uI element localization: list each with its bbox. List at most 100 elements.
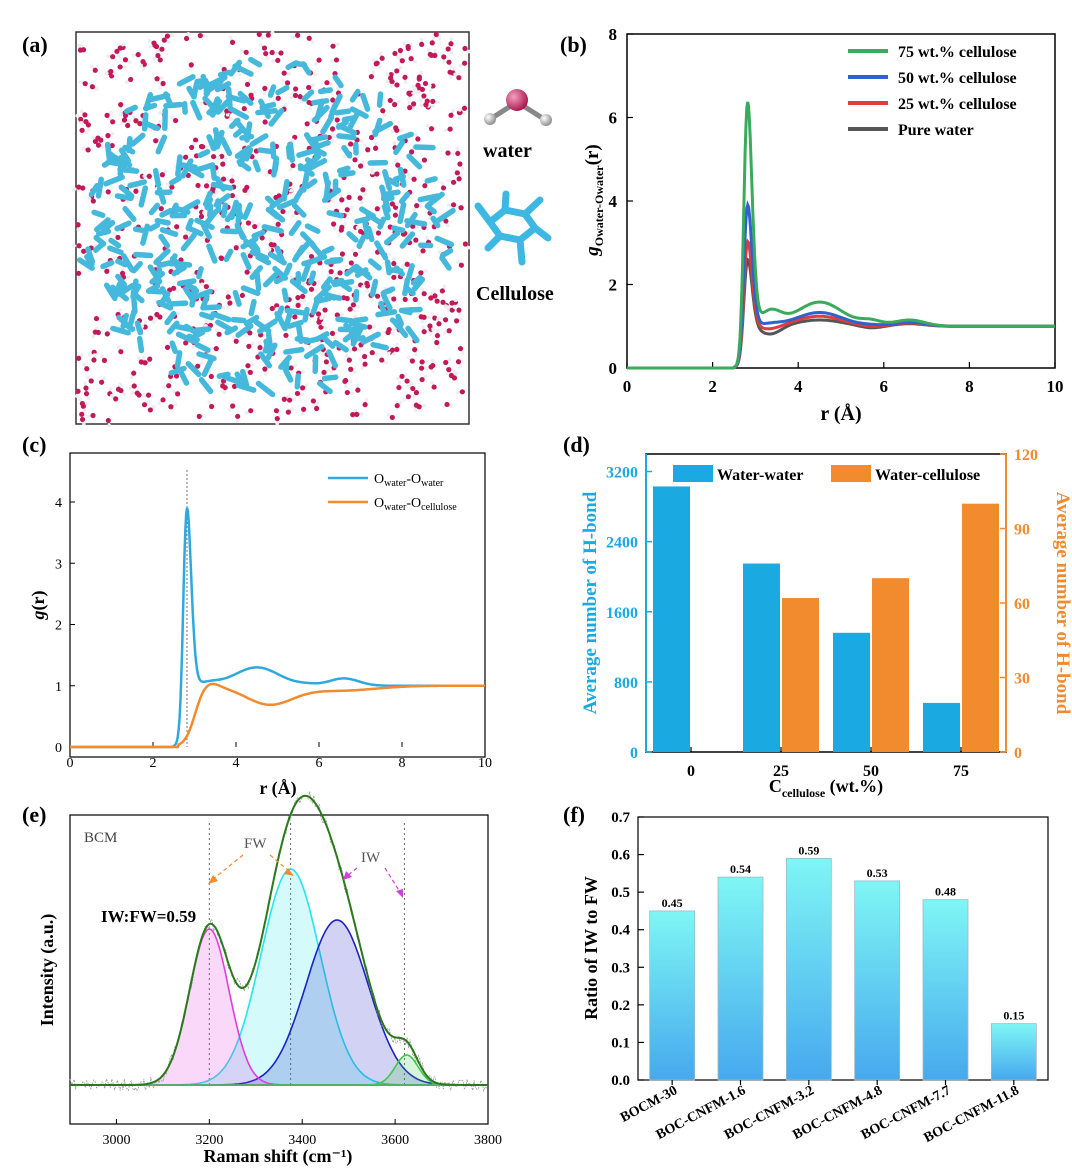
water-hydrogen bbox=[359, 200, 364, 205]
bar-water-water-0 bbox=[653, 486, 690, 752]
water-oxygen bbox=[273, 408, 280, 414]
y-axis-label-b: gOwater-Owater(r) bbox=[582, 144, 606, 256]
simulation-snapshot bbox=[72, 30, 471, 428]
water-oxygen bbox=[348, 366, 354, 372]
water-hydrogen bbox=[392, 352, 397, 356]
water-oxygen bbox=[427, 51, 433, 58]
y-tick-label-left-d: 1600 bbox=[606, 605, 638, 622]
water-hydrogen bbox=[226, 305, 230, 310]
cellulose-segment bbox=[293, 185, 306, 202]
cellulose-segment bbox=[353, 288, 360, 303]
water-oxygen bbox=[394, 346, 400, 353]
panel-c: (c) 0 2 4 6 8 10 0 1 2 3 4 Owater-Owater Owater-Oc… bbox=[22, 432, 492, 799]
water-hydrogen bbox=[428, 84, 432, 88]
water-hydrogen bbox=[363, 143, 367, 148]
water-oxygen bbox=[278, 50, 284, 56]
water-hydrogen bbox=[76, 227, 81, 232]
water-oxygen bbox=[462, 45, 468, 52]
cellulose-segment bbox=[147, 222, 161, 232]
y-tick-label-b: 6 bbox=[609, 109, 618, 128]
water-hydrogen bbox=[327, 363, 332, 368]
cellulose-segment bbox=[410, 274, 423, 286]
cellulose-segment bbox=[354, 267, 369, 278]
water-oxygen bbox=[329, 330, 336, 336]
cellulose-segment bbox=[317, 87, 333, 95]
water-oxygen bbox=[140, 58, 146, 65]
water-oxygen bbox=[440, 185, 447, 191]
water-hydrogen bbox=[231, 174, 235, 178]
water-oxygen bbox=[432, 315, 438, 321]
water-oxygen bbox=[358, 228, 364, 235]
water-hydrogen bbox=[264, 173, 269, 177]
water-hydrogen bbox=[281, 78, 286, 83]
water-hydrogen bbox=[467, 245, 471, 250]
water-oxygen bbox=[281, 396, 287, 402]
water-hydrogen bbox=[319, 316, 324, 321]
cellulose-segment bbox=[397, 201, 407, 225]
water-hydrogen bbox=[353, 314, 357, 319]
water-oxygen bbox=[414, 203, 420, 209]
water-hydrogen bbox=[454, 298, 458, 302]
cellulose-segment bbox=[230, 316, 247, 324]
water-hydrogen bbox=[322, 314, 327, 319]
water-hydrogen bbox=[349, 297, 354, 302]
water-hydrogen bbox=[359, 412, 364, 416]
water-hydrogen bbox=[158, 111, 162, 115]
water-oxygen bbox=[373, 61, 379, 67]
water-hydrogen bbox=[244, 410, 248, 415]
cellulose-segment bbox=[223, 248, 234, 263]
cellulose-segment bbox=[384, 259, 392, 276]
water-oxygen bbox=[110, 54, 116, 60]
water-hydrogen bbox=[203, 34, 208, 38]
water-oxygen bbox=[209, 403, 215, 410]
water-hydrogen bbox=[79, 43, 83, 48]
water-oxygen bbox=[413, 237, 419, 243]
water-hydrogen bbox=[329, 59, 334, 64]
water-hydrogen bbox=[402, 397, 407, 402]
cellulose-segment bbox=[189, 285, 198, 308]
cellulose-segment bbox=[389, 317, 404, 329]
water-oxygen bbox=[91, 357, 97, 363]
arrow-heads bbox=[208, 868, 403, 898]
water-oxygen bbox=[402, 74, 408, 80]
water-oxygen bbox=[185, 172, 191, 179]
water-oxygen bbox=[434, 333, 441, 339]
water-oxygen bbox=[450, 179, 457, 185]
water-hydrogen bbox=[343, 221, 347, 226]
iw-label: IW bbox=[361, 850, 381, 866]
cellulose-segment bbox=[191, 288, 213, 301]
water-hydrogen bbox=[78, 80, 83, 84]
water-hydrogen bbox=[406, 384, 411, 388]
cellulose-segment bbox=[268, 251, 287, 266]
water-oxygen bbox=[344, 207, 350, 213]
water-oxygen bbox=[358, 163, 364, 169]
water-hydrogen bbox=[275, 421, 280, 426]
cellulose-segment bbox=[175, 154, 183, 178]
water-oxygen bbox=[285, 409, 291, 415]
fw-label: FW bbox=[244, 836, 267, 852]
water-oxygen bbox=[182, 234, 189, 240]
cellulose-segment bbox=[115, 273, 128, 288]
cellulose-segment bbox=[399, 231, 416, 249]
water-oxygen bbox=[242, 187, 248, 193]
water-hydrogen bbox=[169, 379, 173, 384]
water-oxygen bbox=[362, 361, 368, 367]
cellulose-segment bbox=[154, 217, 171, 226]
water-oxygen bbox=[82, 81, 88, 87]
water-hydrogen bbox=[131, 53, 136, 58]
water-hydrogen bbox=[226, 178, 231, 182]
bar-water-cellulose-75 bbox=[962, 503, 999, 752]
water-oxygen bbox=[448, 112, 454, 118]
water-oxygen bbox=[321, 369, 327, 376]
water-oxygen bbox=[229, 39, 236, 45]
water-hydrogen bbox=[439, 316, 443, 320]
water-oxygen bbox=[445, 150, 451, 156]
water-oxygen bbox=[446, 328, 452, 334]
legend-text-pure: Pure water bbox=[898, 122, 974, 139]
water-hydrogen bbox=[413, 408, 418, 412]
water-hydrogen bbox=[355, 383, 359, 388]
cellulose-segment bbox=[159, 291, 171, 306]
water-oxygen bbox=[394, 82, 400, 88]
water-oxygen bbox=[387, 97, 393, 104]
water-hydrogen bbox=[283, 102, 288, 107]
